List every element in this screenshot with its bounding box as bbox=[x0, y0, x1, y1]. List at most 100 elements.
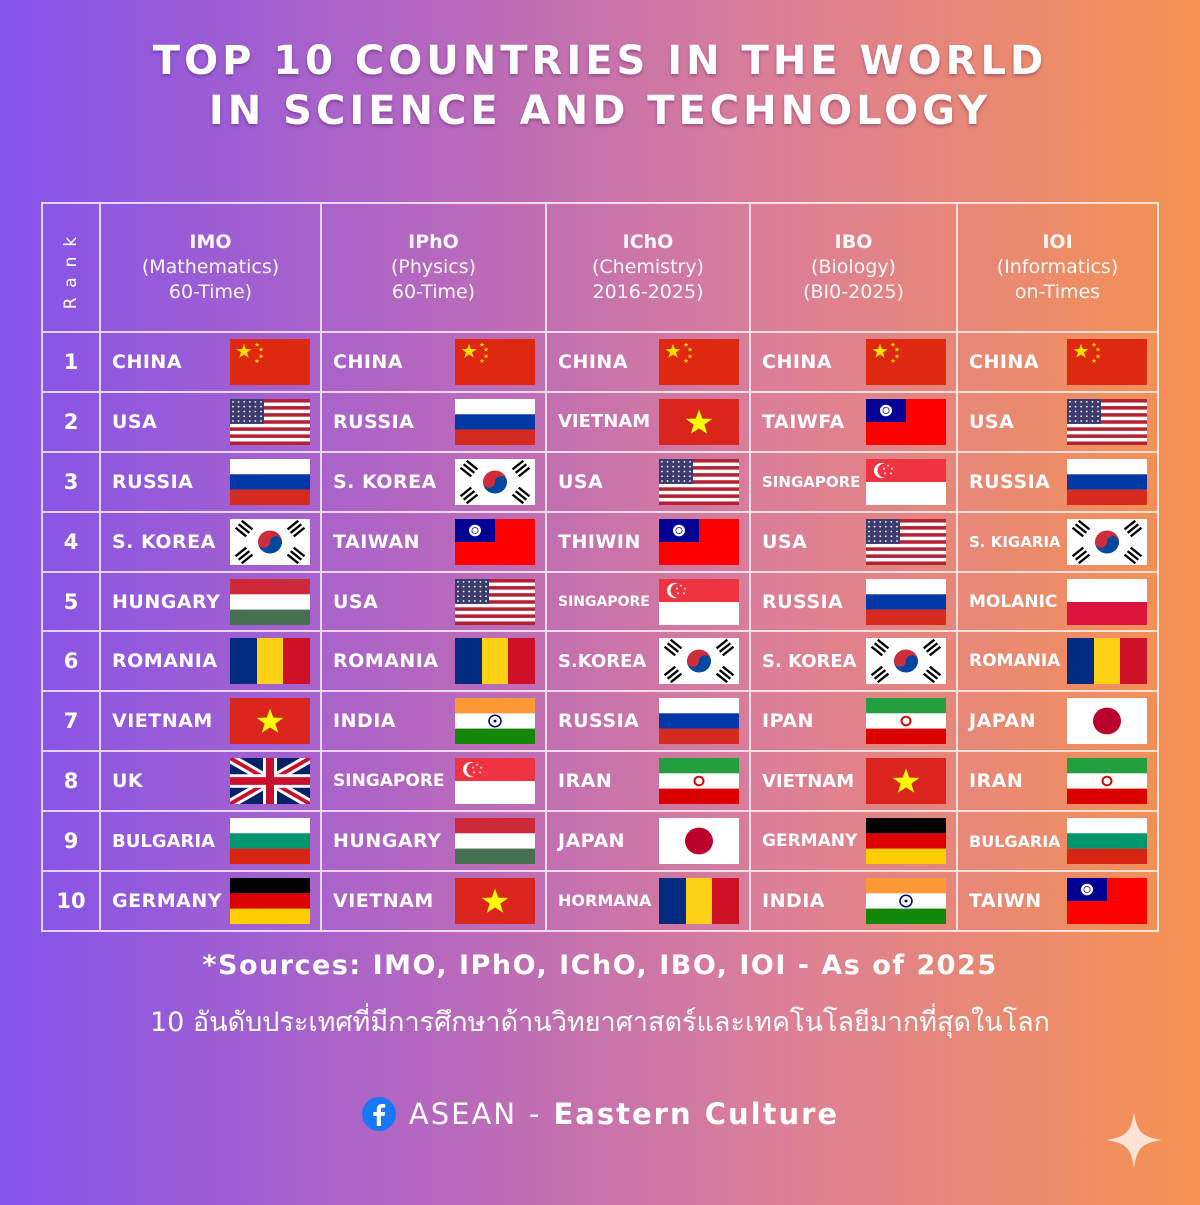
flag-shape bbox=[659, 877, 686, 924]
flag-shape bbox=[258, 347, 264, 352]
flag bbox=[230, 398, 310, 445]
flag-shape bbox=[286, 519, 300, 530]
flag bbox=[230, 638, 310, 685]
flag-shape bbox=[230, 489, 310, 505]
flag-shape bbox=[237, 410, 240, 413]
flag-shape bbox=[715, 639, 729, 650]
flag bbox=[1067, 518, 1147, 565]
flag-shape bbox=[683, 465, 686, 468]
flag-shape bbox=[693, 775, 705, 787]
flag-shape bbox=[1067, 474, 1147, 490]
flag-shape bbox=[459, 486, 479, 504]
flag-shape bbox=[677, 460, 680, 463]
country-cell: IPAN bbox=[751, 692, 958, 753]
country-name: GERMANY bbox=[112, 889, 222, 912]
country-name: IRAN bbox=[558, 770, 613, 793]
country-name: S. KOREA bbox=[333, 470, 437, 493]
column-subject: (Physics) bbox=[390, 256, 477, 278]
flag-shape bbox=[248, 420, 251, 422]
flag-shape bbox=[455, 606, 535, 611]
flag-shape bbox=[260, 400, 262, 403]
flag-shape bbox=[462, 463, 476, 474]
flag-shape bbox=[890, 525, 893, 528]
rank: 6 bbox=[43, 632, 101, 693]
country-name: JAPAN bbox=[969, 710, 1037, 733]
flag-shape bbox=[685, 409, 713, 434]
flag-shape bbox=[669, 639, 683, 650]
country-name: IRAN bbox=[969, 770, 1024, 793]
flag bbox=[230, 578, 310, 625]
rank: 3 bbox=[43, 452, 101, 513]
flag-shape bbox=[896, 525, 898, 528]
column-subject: (Informatics) bbox=[996, 256, 1119, 278]
flag-shape bbox=[1091, 342, 1097, 347]
flag-shape bbox=[468, 585, 471, 588]
flag-shape bbox=[866, 713, 946, 729]
flag-shape bbox=[1067, 818, 1147, 834]
flag-shape bbox=[886, 463, 890, 467]
flag-shape bbox=[1085, 420, 1088, 422]
flag-shape bbox=[890, 539, 893, 542]
flag-shape bbox=[879, 534, 882, 537]
country-name: S. KOREA bbox=[112, 530, 216, 553]
flag-shape bbox=[455, 578, 489, 604]
flag-shape bbox=[1074, 522, 1088, 534]
flag-shape bbox=[455, 414, 535, 430]
flag-shape bbox=[884, 520, 887, 523]
country-name: JAPAN bbox=[558, 830, 626, 853]
flag-shape bbox=[230, 405, 310, 410]
flag-shape bbox=[286, 546, 306, 564]
flag bbox=[1067, 398, 1147, 445]
country-name: TAIWN bbox=[969, 889, 1042, 912]
country-name: CHINA bbox=[333, 350, 404, 373]
flag-shape bbox=[230, 434, 310, 438]
flag-shape bbox=[234, 546, 254, 564]
flag-shape bbox=[663, 646, 677, 657]
flag-shape bbox=[670, 582, 686, 598]
flag-shape bbox=[661, 475, 663, 477]
sources: *Sources: IMO, IPhO, IChO, IBO, IOI - As… bbox=[202, 950, 998, 981]
flag-shape bbox=[896, 520, 898, 523]
flag-shape bbox=[1080, 420, 1083, 422]
flag-shape bbox=[715, 666, 735, 684]
flag-shape bbox=[876, 639, 890, 650]
flag bbox=[659, 638, 739, 685]
flag-shape bbox=[1080, 400, 1083, 403]
flag bbox=[659, 758, 739, 805]
flag-shape bbox=[479, 766, 483, 770]
flag-shape bbox=[1095, 353, 1101, 359]
flag-shape bbox=[666, 642, 680, 654]
flag-shape bbox=[663, 639, 683, 657]
flag-shape bbox=[1085, 400, 1088, 403]
flag-shape bbox=[236, 343, 252, 358]
country-cell: TAIWAN bbox=[322, 512, 547, 573]
flag-shape bbox=[462, 594, 465, 597]
flag-shape bbox=[894, 655, 906, 668]
flag bbox=[1067, 698, 1147, 745]
flag-shape bbox=[511, 459, 525, 470]
flag bbox=[866, 877, 946, 924]
column-note: 60-Time) bbox=[168, 281, 253, 303]
flag bbox=[659, 698, 739, 745]
flag bbox=[659, 398, 739, 445]
flag-shape bbox=[461, 343, 477, 358]
flag-shape bbox=[866, 833, 946, 849]
country-cell: RUSSIA bbox=[101, 452, 322, 513]
flag-shape bbox=[243, 405, 246, 408]
flag-shape bbox=[659, 713, 739, 729]
flag-shape bbox=[870, 666, 890, 684]
country-cell: ROMANIA bbox=[958, 632, 1159, 693]
flag-shape bbox=[234, 519, 254, 537]
country-cell: SINGAPORE bbox=[322, 752, 547, 813]
flag-shape bbox=[462, 580, 465, 583]
flag-shape bbox=[455, 698, 535, 714]
flag-shape bbox=[904, 899, 908, 903]
flag-shape bbox=[925, 642, 939, 654]
country-cell: VIETNAM bbox=[751, 752, 958, 813]
flag-shape bbox=[260, 410, 262, 413]
flag-shape bbox=[457, 590, 459, 592]
flag-shape bbox=[514, 463, 528, 474]
flag-shape bbox=[672, 460, 675, 463]
flag bbox=[866, 458, 946, 505]
flag-shape bbox=[457, 599, 459, 602]
